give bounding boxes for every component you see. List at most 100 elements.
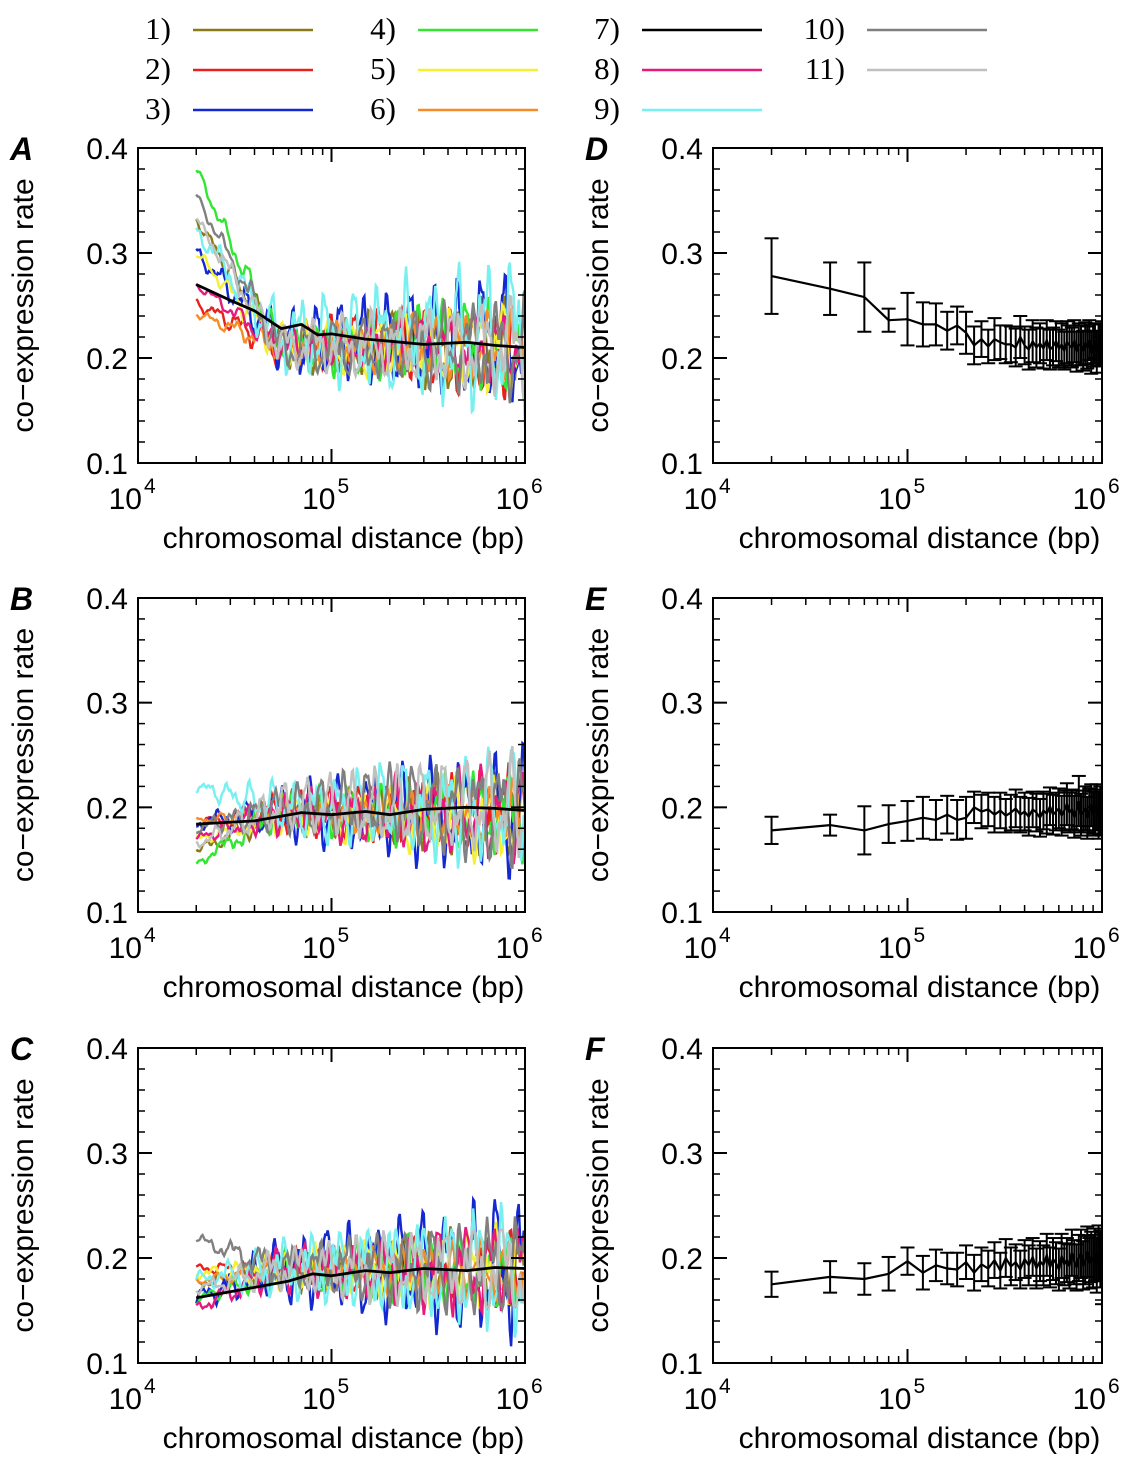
y-tick-label: 0.2 [661,343,703,376]
x-tick-exponent: 6 [1108,1375,1120,1398]
error-bar [915,1254,930,1291]
error-bar [928,799,943,841]
error-bar [915,795,930,840]
error-bar [857,1262,872,1296]
legend-label: 7) [594,11,620,46]
y-tick-label: 0.4 [661,133,703,166]
x-tick-exponent: 5 [338,924,350,947]
x-tick-base: 10 [1073,932,1106,965]
x-tick-base: 10 [1073,1383,1106,1416]
x-axis-label: chromosomal distance (bp) [163,971,525,1004]
x-tick-label: 10 5 [878,1375,925,1416]
error-bar [1039,319,1054,362]
legend-entry: 11) [805,51,987,86]
error-bar [915,301,930,348]
series-line [195,193,525,404]
legend-label: 2) [145,51,171,86]
y-tick-label: 0.1 [661,448,703,481]
error-bar [981,328,996,365]
error-bar [950,305,965,346]
series-line [195,769,525,865]
error-bar [1039,1232,1054,1277]
legend-entry: 2) [145,51,313,86]
x-tick-exponent: 4 [144,1375,156,1398]
x-tick-exponent: 6 [1108,924,1120,947]
plot-area [764,774,1102,856]
error-bar [959,795,974,840]
legend-entry: 6) [370,91,538,126]
error-bar [974,1246,989,1283]
mean-series-line [195,283,525,349]
legend-label: 11) [805,51,845,86]
error-bar [900,1246,915,1276]
x-tick-label: 10 6 [1073,924,1120,965]
x-tick-exponent: 4 [719,1375,731,1398]
error-bar [1046,1237,1061,1282]
error-bar [764,1270,779,1298]
error-bar [1033,1240,1048,1283]
error-bar [940,310,955,351]
error-bar [900,291,915,347]
error-bar [981,791,996,828]
x-tick-exponent: 5 [914,475,926,498]
x-tick-base: 10 [878,1383,911,1416]
error-bar [1095,320,1102,365]
legend-label: 4) [370,11,396,46]
y-axis-label: co−expression rate [7,628,40,882]
y-axis-label: co−expression rate [7,1078,40,1332]
legend-entry: 1) [145,11,313,46]
plot-frame [137,597,526,913]
error-bar [1033,797,1048,838]
y-tick-label: 0.3 [661,238,703,271]
legend-label: 6) [370,91,396,126]
error-bar [857,261,872,333]
y-tick-label: 0.1 [661,897,703,930]
error-bar [1091,1224,1102,1282]
legend-label: 10) [804,11,845,46]
panel-letter: E [585,581,608,617]
legend-entry: 5) [370,51,538,86]
x-tick-base: 10 [496,483,529,516]
x-tick-label: 10 5 [878,475,925,516]
panel-letter: C [10,1031,34,1067]
panel-letter: B [10,581,33,617]
y-tick-label: 0.2 [86,792,128,825]
x-tick-exponent: 5 [338,475,350,498]
y-tick-label: 0.2 [86,1243,128,1276]
error-bar [764,815,779,845]
y-tick-label: 0.4 [86,133,128,166]
legend-entry: 7) [594,11,762,46]
x-tick-exponent: 5 [914,924,926,947]
y-tick-label: 0.1 [86,448,128,481]
x-tick-label: 10 6 [496,1375,543,1416]
error-bar [1039,792,1054,835]
y-tick-label: 0.4 [86,583,128,616]
x-tick-base: 10 [684,483,717,516]
y-tick-label: 0.1 [86,1348,128,1381]
x-tick-base: 10 [1073,483,1106,516]
error-bar [940,794,955,835]
error-bar [950,799,965,841]
plot-frame [712,1047,1103,1364]
x-tick-exponent: 6 [531,924,543,947]
x-tick-label: 10 5 [878,924,925,965]
error-bar [928,302,943,347]
x-tick-label: 10 6 [496,475,543,516]
error-bar [974,320,989,358]
x-axis-label: chromosomal distance (bp) [739,971,1101,1004]
x-tick-base: 10 [684,932,717,965]
legend-entry: 9) [594,91,762,126]
panel-letter: A [9,131,33,167]
plot-frame [137,1047,526,1364]
x-tick-exponent: 4 [719,924,731,947]
error-bar [998,324,1013,365]
x-axis-label: chromosomal distance (bp) [163,1422,525,1455]
x-tick-label: 10 4 [684,924,731,965]
x-tick-label: 10 5 [302,1375,349,1416]
